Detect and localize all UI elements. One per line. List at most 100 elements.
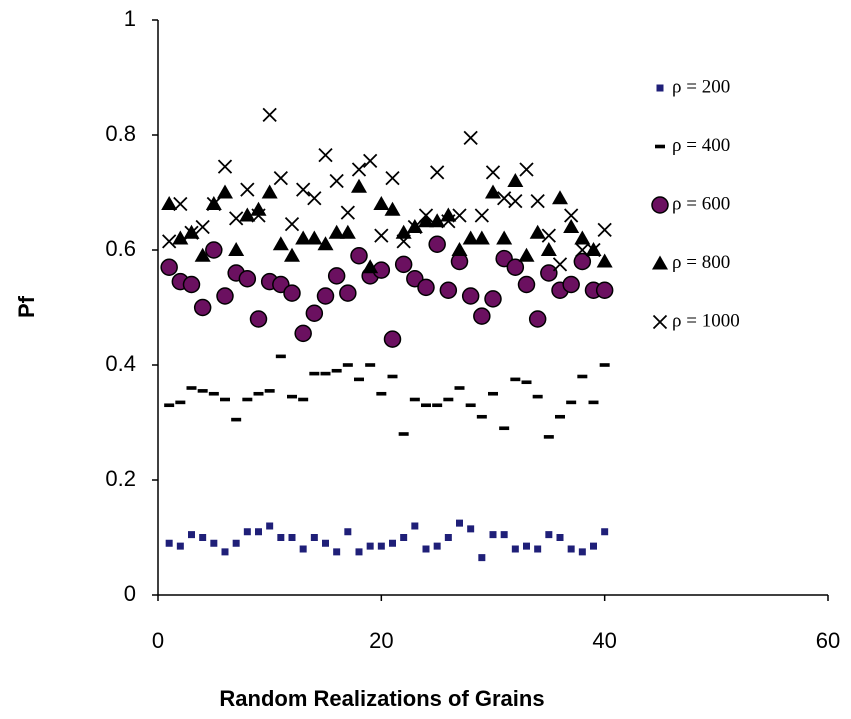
legend-label: ρ = 800 [672,252,730,273]
point [217,184,233,199]
point [350,247,368,265]
point [339,284,357,302]
point [307,191,322,206]
point [573,252,592,271]
point [452,208,467,223]
point [540,264,558,282]
point [474,208,489,223]
legend-label: ρ = 200 [672,76,730,97]
point [220,397,230,402]
point [217,159,233,174]
point [574,230,591,245]
point [232,539,240,547]
point [333,548,341,556]
point [532,394,543,399]
point [398,432,409,436]
point [255,528,262,536]
point [511,545,519,553]
point [396,234,411,249]
point [499,426,510,431]
point [188,531,195,539]
point [182,275,201,294]
point [462,230,479,245]
point [373,196,390,210]
point [534,545,542,553]
point [316,287,335,305]
point [555,414,565,419]
point [444,534,452,541]
point [295,230,312,245]
point [277,534,285,541]
point [443,397,454,402]
point [418,208,434,223]
point [506,258,525,276]
point [340,205,355,220]
point [590,542,597,550]
point [184,225,199,240]
point [529,224,546,239]
point [597,222,612,238]
point [407,219,422,235]
point [374,228,389,243]
point [161,196,178,210]
legend-marker [651,196,669,214]
legend-marker [656,84,664,92]
point [596,253,613,268]
point [239,207,256,222]
point [194,247,211,262]
point [484,290,502,308]
point [229,211,244,226]
point [439,281,458,299]
point [385,170,400,186]
point [394,255,413,274]
point [284,216,300,232]
x-tick-label: 20 [369,628,393,653]
point [521,380,532,385]
point [601,528,609,536]
y-tick-label: 0.4 [105,351,136,376]
point [310,534,318,541]
point [563,219,580,233]
point [432,403,443,408]
point [508,193,523,209]
point [197,389,208,393]
point [510,377,521,382]
point [441,214,456,229]
point [351,178,367,193]
point [421,403,431,408]
point [273,170,288,186]
point [160,258,178,276]
point [519,162,534,177]
point [430,165,445,180]
point [595,281,614,299]
point [409,397,420,402]
point [552,257,568,272]
point [451,242,468,256]
point [363,153,378,169]
point [473,307,491,325]
point [523,542,530,550]
point [272,236,289,251]
point [454,386,465,390]
legend-marker [655,144,665,149]
point [578,548,586,556]
point [342,363,353,367]
point [395,224,412,239]
y-tick-label: 0.2 [105,466,136,491]
point [528,310,547,328]
point [309,371,320,376]
point [599,363,610,367]
y-tick-label: 0.6 [105,236,136,261]
point [284,247,300,262]
point [467,525,475,533]
point [262,107,277,123]
point [577,374,588,379]
point [545,531,553,539]
point [485,165,501,180]
x-tick-label: 60 [816,628,840,653]
y-tick-label: 1 [124,6,136,31]
point [500,531,508,539]
point [283,284,301,302]
point [288,534,296,541]
point [383,330,402,348]
